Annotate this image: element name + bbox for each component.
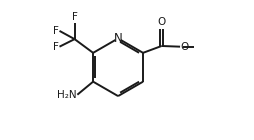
Text: H₂N: H₂N xyxy=(57,90,76,100)
Text: O: O xyxy=(181,42,189,52)
Text: F: F xyxy=(53,26,59,36)
Text: F: F xyxy=(72,12,77,22)
Text: F: F xyxy=(53,42,59,52)
Text: N: N xyxy=(114,32,122,45)
Text: O: O xyxy=(157,18,166,27)
